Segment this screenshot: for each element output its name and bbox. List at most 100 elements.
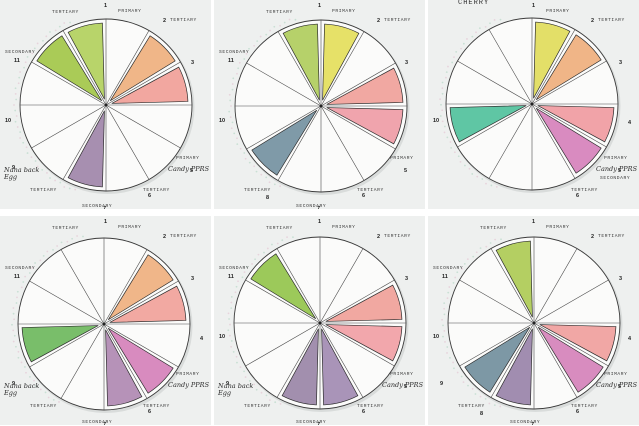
paint-speck xyxy=(19,137,22,139)
wheel-divider xyxy=(246,62,322,107)
paint-speck xyxy=(236,143,239,146)
wheel-divider xyxy=(276,322,321,398)
paint-speck xyxy=(36,165,39,168)
paint-speck xyxy=(233,132,236,135)
wheel-category-label: SECONDARY xyxy=(82,420,113,425)
wheel-category-label: SECONDARY xyxy=(600,176,631,181)
paint-speck xyxy=(236,72,238,75)
wheel-category-label: SECONDARY xyxy=(219,266,250,271)
wheel-number-label: 2 xyxy=(163,234,167,240)
paint-speck xyxy=(460,375,463,378)
paint-speck xyxy=(248,47,250,50)
paint-speck xyxy=(12,340,15,343)
wheel-divider xyxy=(488,29,533,105)
paint-speck xyxy=(56,245,59,247)
wheel-divider xyxy=(277,105,322,181)
wheel-divider xyxy=(103,280,179,325)
paint-speck xyxy=(499,405,502,408)
paint-speck xyxy=(231,121,234,124)
wheel-divider xyxy=(459,322,535,367)
wheel-divider xyxy=(245,279,321,324)
paint-speck xyxy=(34,262,36,264)
painted-swatch xyxy=(281,328,319,406)
paint-speck xyxy=(228,318,230,320)
paint-speck xyxy=(229,99,232,102)
paint-speck xyxy=(19,71,22,73)
paint-speck xyxy=(445,76,447,79)
wheel-divider xyxy=(62,30,107,106)
wheel-number-label: 7 xyxy=(103,206,107,209)
paint-speck xyxy=(452,281,455,284)
paint-speck xyxy=(231,88,234,91)
paint-speck xyxy=(71,237,74,240)
painted-swatch xyxy=(250,253,317,320)
handwritten-note: Candy PPRS xyxy=(168,165,210,173)
wheel-divider xyxy=(531,103,607,148)
paint-speck xyxy=(248,379,251,382)
paint-speck xyxy=(33,47,36,50)
paint-speck xyxy=(16,296,18,299)
paint-speck xyxy=(456,371,459,374)
paint-speck xyxy=(493,19,496,21)
wheel-category-label: TERTIARY xyxy=(52,10,79,15)
wheel-number-label: 4 xyxy=(628,120,632,126)
paint-speck xyxy=(273,183,276,186)
wheel-number-label: 10 xyxy=(219,334,226,340)
paint-speck xyxy=(254,258,256,261)
wheel-category-label: TERTIARY xyxy=(384,234,411,239)
paint-speck xyxy=(269,29,272,32)
paint-speck xyxy=(443,131,446,134)
paint-speck xyxy=(456,271,459,274)
paint-speck xyxy=(449,356,451,359)
color-wheel-photo xyxy=(227,236,409,412)
wheel-number-label: 11 xyxy=(228,274,234,280)
wheel-category-label: PRIMARY xyxy=(390,156,414,161)
wheel-number-label: 4 xyxy=(628,336,632,342)
paint-speck xyxy=(471,173,474,175)
paint-speck xyxy=(453,367,455,370)
wheel-center xyxy=(532,321,536,325)
paint-speck xyxy=(82,235,84,238)
wheel-category-label: SECONDARY xyxy=(82,204,113,209)
paint-speck xyxy=(36,42,39,45)
wheel-category-label: SECONDARY xyxy=(296,204,327,209)
paint-speck xyxy=(14,120,17,123)
paint-speck xyxy=(244,157,247,160)
wheel-number-label: 2 xyxy=(377,234,381,240)
paint-speck xyxy=(447,65,449,68)
paint-speck xyxy=(35,385,38,388)
paint-speck xyxy=(449,141,452,143)
paint-speck xyxy=(52,398,55,401)
paint-speck xyxy=(47,396,50,399)
paint-speck xyxy=(460,47,462,50)
paint-speck xyxy=(265,394,268,397)
paint-speck xyxy=(17,356,20,359)
paint-speck xyxy=(259,35,262,38)
paint-speck xyxy=(283,21,286,24)
wheel-number-label: 5 xyxy=(404,168,408,174)
wheel-divider xyxy=(319,248,364,324)
wheel-divider xyxy=(31,104,107,149)
paint-speck xyxy=(246,266,248,268)
paint-speck xyxy=(66,240,69,243)
wheel-category-label: TERTIARY xyxy=(143,188,170,193)
paint-speck xyxy=(441,318,443,321)
paint-speck xyxy=(257,253,260,256)
paint-speck xyxy=(49,177,51,179)
wheel-center xyxy=(318,321,322,325)
wheel-category-label: SECONDARY xyxy=(510,420,541,425)
paint-speck xyxy=(44,391,47,394)
wheel-divider xyxy=(320,105,396,150)
paint-speck xyxy=(231,83,234,85)
paint-speck xyxy=(265,33,268,36)
paint-speck xyxy=(23,66,26,69)
paint-speck xyxy=(495,185,498,188)
wheel-category-label: SECONDARY xyxy=(219,50,250,55)
painted-swatch xyxy=(67,110,105,188)
paint-speck xyxy=(63,22,66,24)
wheel-divider xyxy=(105,104,181,149)
paint-speck xyxy=(439,115,442,117)
wheel-category-label: TERTIARY xyxy=(598,234,625,239)
paint-speck xyxy=(234,291,237,294)
collage-panel: TERTIARY PRIMARY TERTIARY SECONDARY PRIMARY T… xyxy=(0,0,211,209)
